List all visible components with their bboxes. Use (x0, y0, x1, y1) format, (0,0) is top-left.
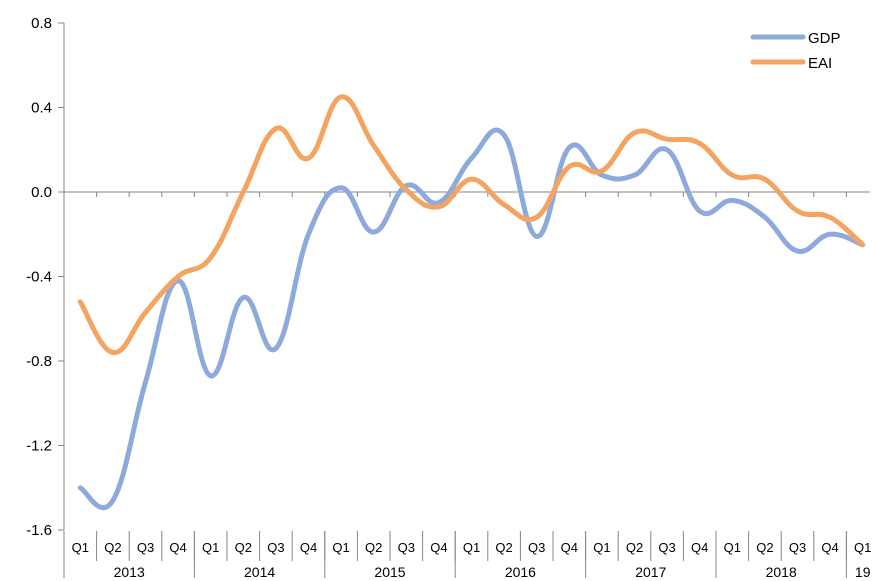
legend-label-eai: EAI (808, 55, 832, 72)
x-tick-label: Q4 (561, 540, 578, 555)
x-tick-label: Q3 (528, 540, 545, 555)
year-label: 2016 (505, 564, 536, 580)
year-label: 2015 (374, 564, 405, 580)
x-tick-label: Q1 (332, 540, 349, 555)
x-tick-label: Q3 (398, 540, 415, 555)
x-tick-label: Q1 (72, 540, 89, 555)
x-tick-label: Q4 (821, 540, 838, 555)
y-tick-label: -0.8 (26, 353, 52, 370)
x-tick-label: Q2 (104, 540, 121, 555)
x-tick-label: Q4 (169, 540, 186, 555)
series-line-gdp (77, 127, 866, 511)
y-tick-label: 0.8 (31, 15, 52, 32)
x-tick-label: Q1 (463, 540, 480, 555)
year-label: 2013 (114, 564, 145, 580)
x-tick-label: Q1 (593, 540, 610, 555)
year-label: 19 (855, 564, 871, 580)
x-tick-label: Q2 (626, 540, 643, 555)
y-axis: 0.8 0.4 0.0 -0.4 -0.8 -1.2 -1.6 (26, 15, 65, 539)
x-tick-label: Q1 (854, 540, 871, 555)
x-tick-label: Q2 (365, 540, 382, 555)
legend: GDP EAI (750, 30, 841, 72)
x-tick-label: Q1 (724, 540, 741, 555)
y-tick-label: -0.4 (26, 269, 52, 286)
x-tick-label: Q4 (691, 540, 708, 555)
x-tick-label: Q1 (202, 540, 219, 555)
x-tick-label: Q4 (430, 540, 447, 555)
year-label: 2018 (766, 564, 797, 580)
y-tick-label: -1.2 (26, 438, 52, 455)
x-tick-label: Q3 (137, 540, 154, 555)
legend-label-gdp: GDP (808, 30, 841, 47)
x-tick-label: Q2 (495, 540, 512, 555)
x-tick-label: Q2 (756, 540, 773, 555)
x-tick-label: Q3 (658, 540, 675, 555)
y-tick-label: 0.4 (31, 100, 52, 117)
x-tick-label: Q2 (235, 540, 252, 555)
x-tick-label: Q3 (267, 540, 284, 555)
x-axis: Q1 Q2 Q3 Q4 Q1 Q2 Q3 Q4 Q1 Q2 Q3 Q4 Q1 Q2 Q3 Q4 Q1 Q2 Q3 Q4… (63, 191, 871, 580)
series-line-eai (77, 94, 866, 355)
series-lines (77, 94, 866, 511)
x-tick-label: Q4 (300, 540, 317, 555)
y-tick-label: -1.6 (26, 522, 52, 539)
year-label: 2014 (244, 564, 275, 580)
year-label: 2017 (635, 564, 666, 580)
x-tick-label: Q3 (789, 540, 806, 555)
y-tick-label: 0.0 (31, 184, 52, 201)
